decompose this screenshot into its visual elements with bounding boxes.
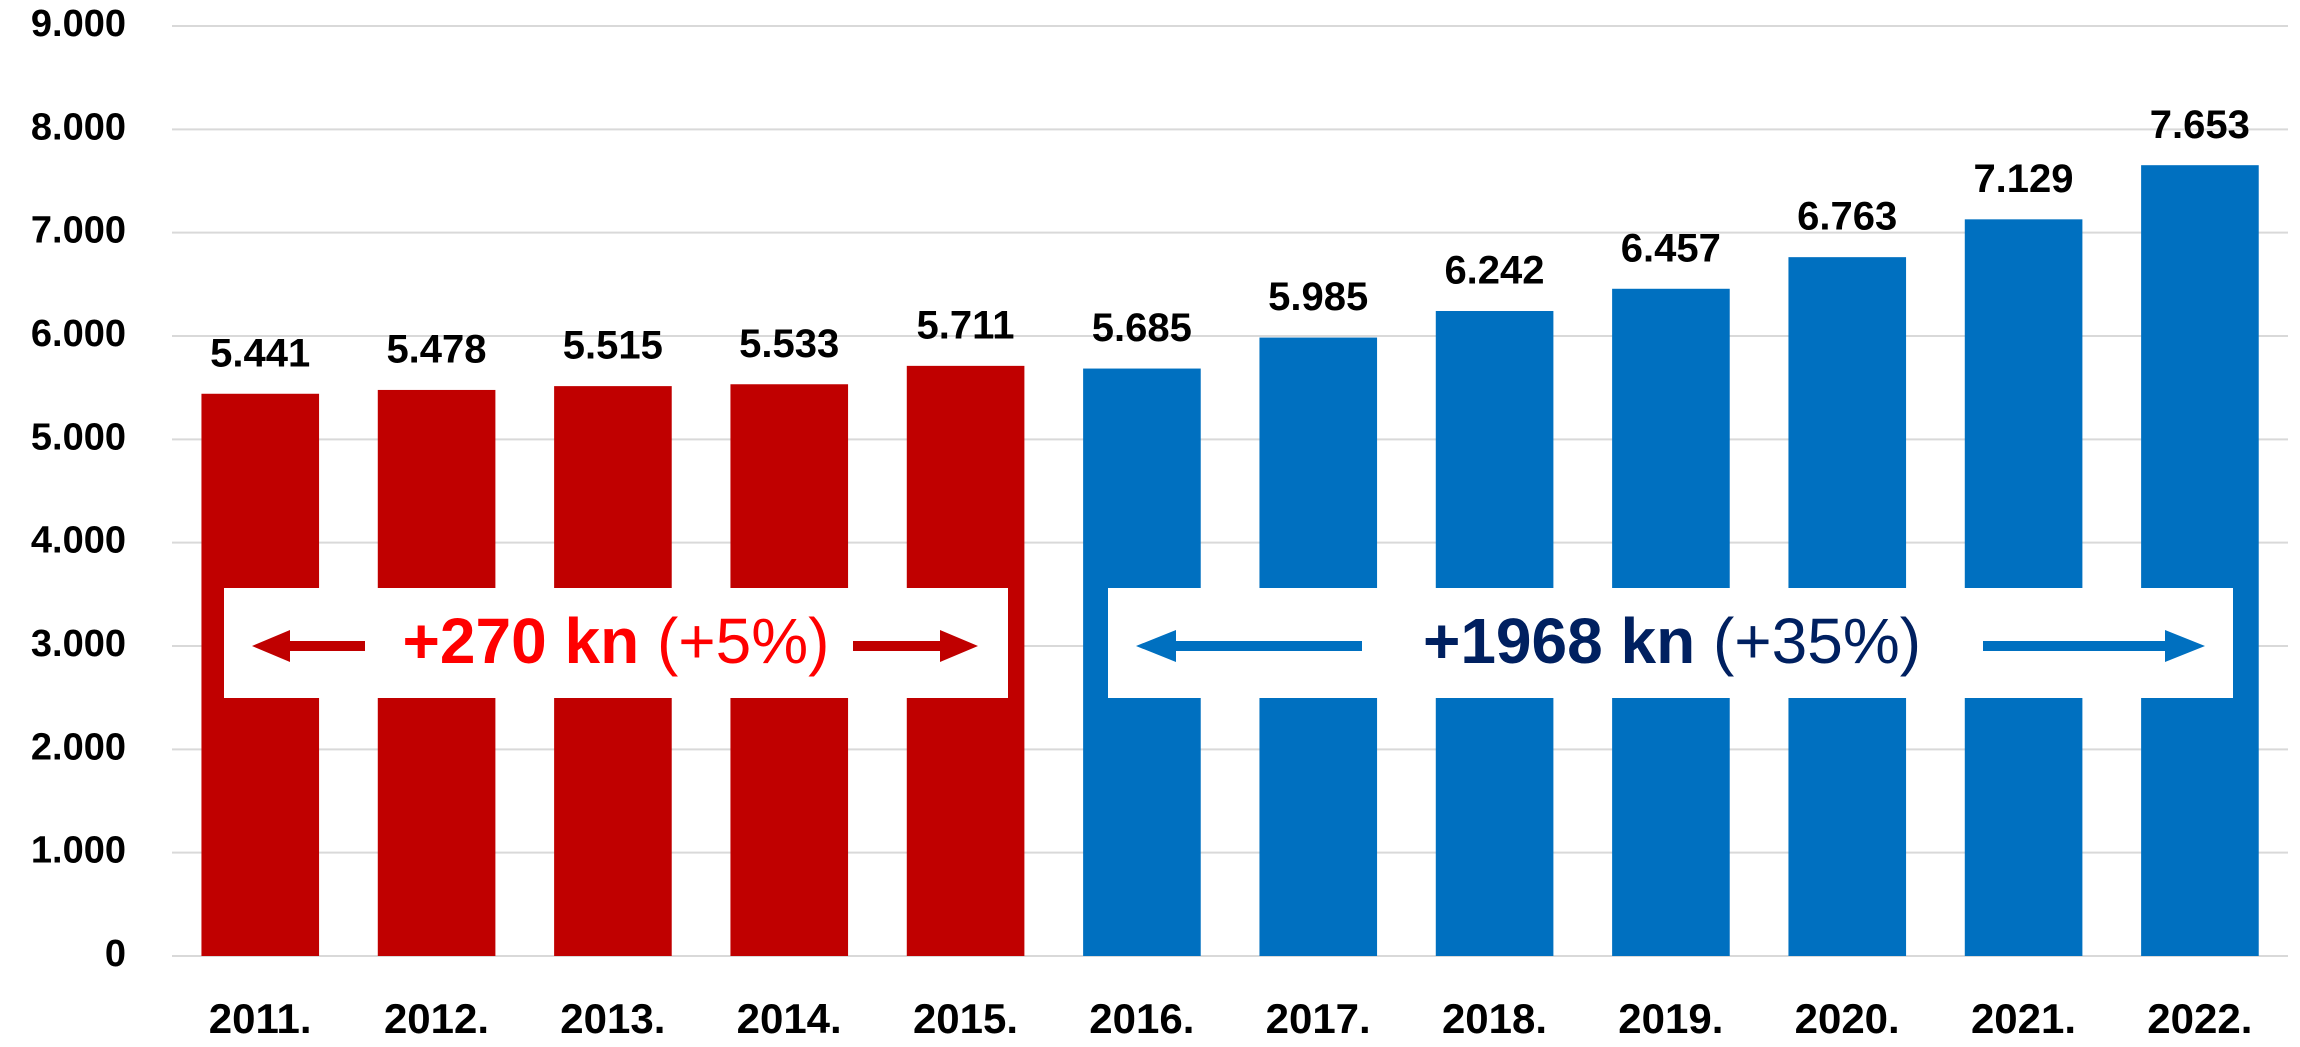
y-tick-label: 6.000: [31, 313, 126, 355]
x-tick-label: 2017.: [1266, 995, 1371, 1042]
data-label: 5.478: [386, 328, 486, 372]
y-tick-label: 3.000: [31, 623, 126, 665]
y-tick-label: 7.000: [31, 210, 126, 252]
bar: [1964, 219, 2083, 956]
bars: 2011. 5.441 2012. 5.478 2013. 5.515 2014. 5.533…: [201, 103, 2259, 1042]
arrow: [252, 630, 978, 662]
data-label: 5.515: [563, 324, 663, 368]
data-label: 6.242: [1444, 249, 1544, 293]
data-label: 5.711: [917, 303, 1015, 347]
y-tick-label: 1.000: [31, 830, 126, 872]
x-tick-label: 2013.: [560, 995, 665, 1042]
annotations: +270 kn (+5%) +1968 kn (+35%): [224, 588, 2233, 698]
data-label: 5.533: [739, 322, 839, 366]
x-tick-label: 2016.: [1089, 995, 1194, 1042]
data-label: 7.129: [1973, 157, 2073, 201]
annotation: +270 kn (+5%): [403, 605, 830, 677]
data-label: 5.441: [210, 331, 310, 375]
data-label: 5.685: [1092, 306, 1192, 350]
x-tick-label: 2020.: [1795, 995, 1900, 1042]
x-tick-label: 2019.: [1618, 995, 1723, 1042]
x-tick-label: 2015.: [913, 995, 1018, 1042]
data-label: 6.763: [1797, 195, 1897, 239]
y-tick-label: 5.000: [31, 416, 126, 458]
x-tick-label: 2018.: [1442, 995, 1547, 1042]
annotation-text: +1968 kn: [1423, 605, 1695, 677]
x-tick-label: 2021.: [1971, 995, 2076, 1042]
y-tick-label: 8.000: [31, 106, 126, 148]
annotation-detail: (+5%): [657, 605, 830, 677]
bar: [2141, 165, 2259, 956]
data-label: 5.985: [1268, 275, 1368, 319]
annotation-detail: (+35%): [1713, 605, 1921, 677]
y-tick-label: 2.000: [31, 726, 126, 768]
annotation-text: +270 kn: [403, 605, 640, 677]
arrow: [1136, 630, 2205, 662]
x-tick-label: 2022.: [2147, 995, 2252, 1042]
y-tick-label: 4.000: [31, 520, 126, 562]
x-tick-label: 2011.: [209, 995, 312, 1042]
y-tick-label: 9.000: [31, 3, 126, 45]
annotation: +1968 kn (+35%): [1423, 605, 1921, 677]
x-tick-label: 2012.: [384, 995, 489, 1042]
y-tick-label: 0: [105, 933, 126, 975]
data-label: 6.457: [1621, 226, 1721, 270]
data-label: 7.653: [2150, 103, 2250, 147]
x-tick-label: 2014.: [737, 995, 842, 1042]
